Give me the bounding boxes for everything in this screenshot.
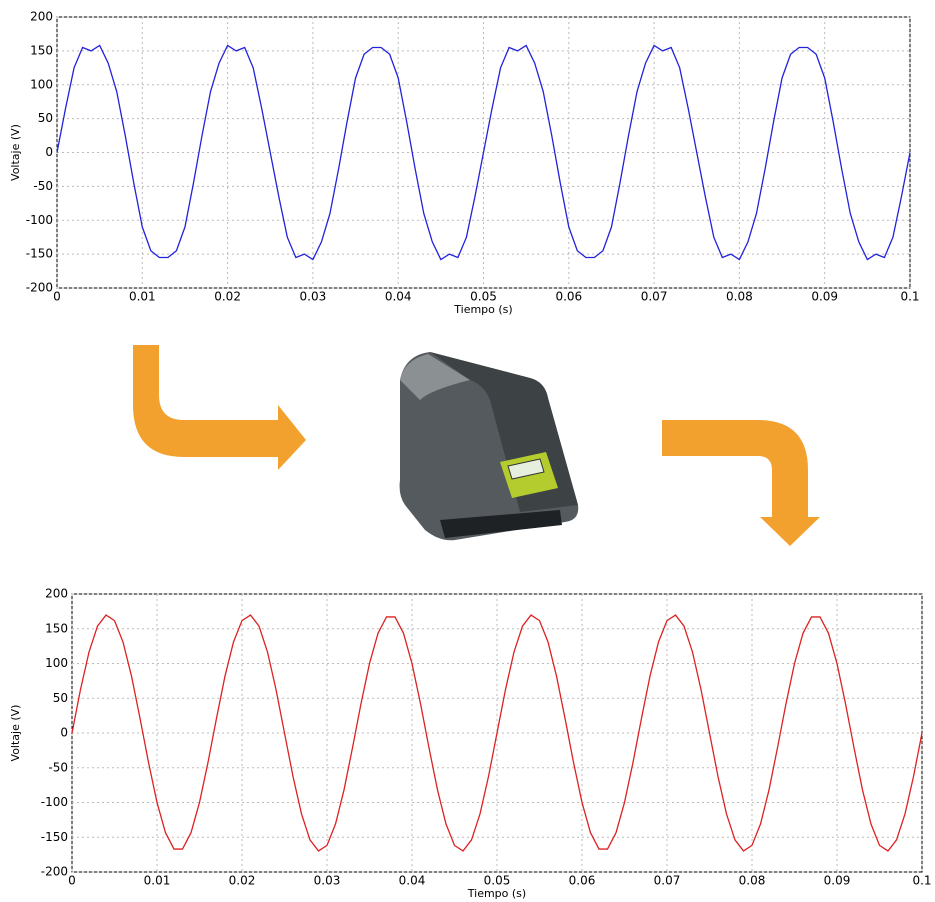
y-tick-label: -100	[26, 213, 53, 227]
y-tick-label: -150	[41, 830, 68, 844]
x-tick-label: 0.08	[739, 874, 766, 888]
x-tick-label: 0.03	[300, 290, 327, 304]
y-axis-label: Voltaje (V)	[9, 705, 22, 762]
y-tick-label: 0	[45, 145, 53, 159]
arrow-out	[662, 420, 820, 546]
x-tick-label: 0.08	[726, 290, 753, 304]
y-tick-label: -50	[48, 760, 68, 774]
x-tick-label: 0.1	[900, 290, 919, 304]
x-tick-label: 0.01	[129, 290, 156, 304]
data-line	[56, 44, 911, 261]
y-tick-label: 150	[45, 621, 68, 635]
inverter-base	[440, 510, 562, 538]
inverter-diagram	[133, 345, 820, 546]
x-tick-label: 0.02	[229, 874, 256, 888]
x-tick-label: 0.07	[654, 874, 681, 888]
x-tick-label: 0.06	[555, 290, 582, 304]
y-tick-label: 200	[30, 10, 53, 24]
x-tick-label: 0.01	[144, 874, 171, 888]
x-tick-label: 0.03	[314, 874, 341, 888]
y-tick-label: 150	[30, 43, 53, 57]
data-line	[71, 614, 923, 852]
x-tick-label: 0.05	[470, 290, 497, 304]
inverter-top	[400, 354, 470, 400]
y-tick-label: 50	[38, 111, 53, 125]
x-axis-label: Tiempo (s)	[453, 303, 512, 316]
y-axis-label: Voltaje (V)	[9, 124, 22, 181]
y-tick-label: 50	[53, 691, 68, 705]
x-tick-label: 0.02	[214, 290, 241, 304]
x-tick-label: 0.04	[385, 290, 412, 304]
x-tick-label: 0.09	[811, 290, 838, 304]
y-tick-label: -150	[26, 247, 53, 261]
arrow-in	[133, 345, 306, 470]
x-tick-label: 0.05	[484, 874, 511, 888]
y-tick-label: -200	[26, 281, 53, 295]
x-tick-label: 0	[53, 290, 61, 304]
x-tick-label: 0.07	[641, 290, 668, 304]
x-tick-label: 0.1	[912, 874, 931, 888]
x-tick-label: 0	[68, 874, 76, 888]
y-tick-label: -200	[41, 865, 68, 879]
y-tick-label: 0	[60, 726, 68, 740]
inverter-display	[507, 458, 545, 480]
x-tick-label: 0.09	[824, 874, 851, 888]
y-tick-label: -50	[33, 179, 53, 193]
x-tick-label: 0.06	[569, 874, 596, 888]
y-tick-label: 100	[45, 656, 68, 670]
y-tick-label: -100	[41, 795, 68, 809]
y-tick-label: 200	[45, 587, 68, 601]
x-tick-label: 0.04	[399, 874, 426, 888]
y-tick-label: 100	[30, 77, 53, 91]
x-axis-label: Tiempo (s)	[467, 887, 526, 900]
